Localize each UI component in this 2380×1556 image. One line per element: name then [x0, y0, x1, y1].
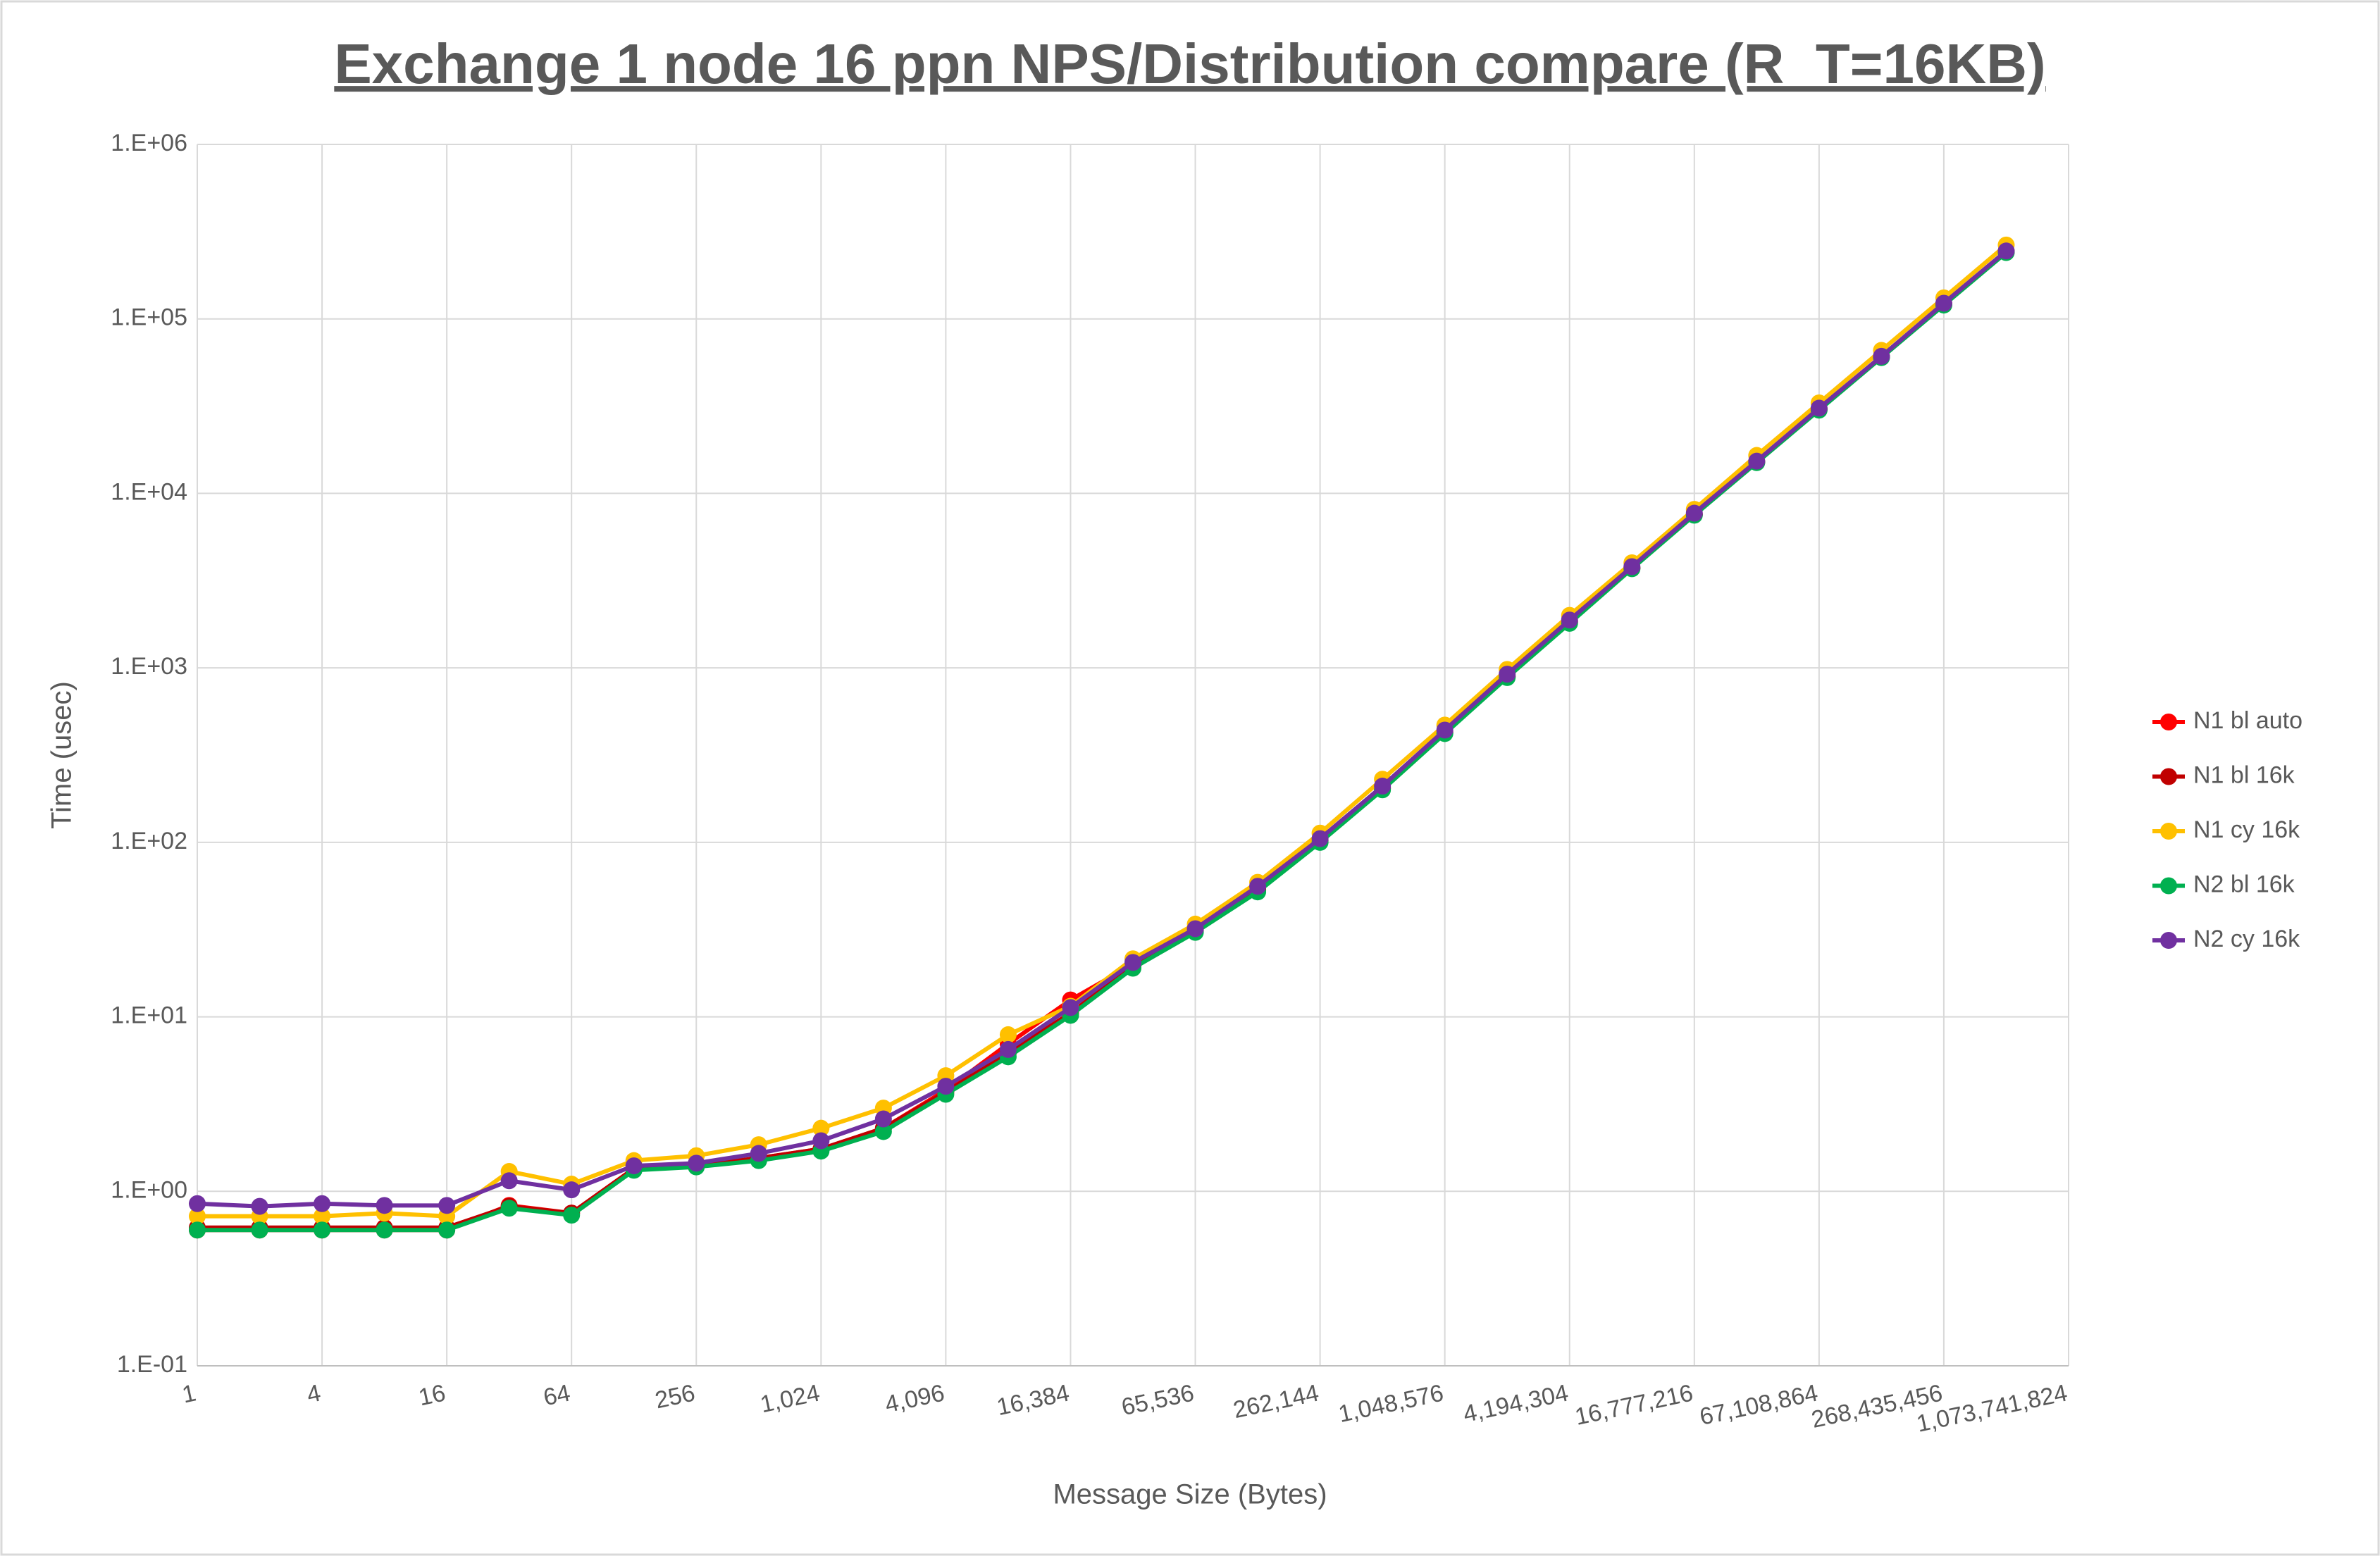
x-axis-title: Message Size (Bytes)	[1053, 1479, 1327, 1510]
data-point	[1810, 399, 1828, 417]
data-point	[500, 1172, 518, 1190]
data-point	[812, 1119, 830, 1137]
y-tick-label: 1.E+01	[111, 1002, 187, 1029]
data-point	[314, 1207, 331, 1225]
data-point	[874, 1123, 892, 1140]
legend-label: N2 bl 16k	[2193, 871, 2295, 897]
data-point	[1623, 558, 1641, 575]
data-point	[1873, 347, 1890, 365]
data-point	[688, 1154, 705, 1172]
data-point	[625, 1157, 643, 1175]
data-point	[251, 1197, 268, 1215]
data-point	[999, 1026, 1017, 1043]
series-line	[197, 249, 2008, 1209]
y-tick-label: 1.E+06	[111, 130, 187, 156]
data-point	[563, 1207, 581, 1224]
data-point	[999, 1040, 1017, 1058]
legend-label: N1 cy 16k	[2193, 816, 2300, 843]
legend-label: N2 cy 16k	[2193, 926, 2300, 952]
data-point	[1249, 878, 1267, 895]
chart-title: Exchange 1 node 16 ppn NPS/Distribution …	[334, 32, 2045, 95]
y-tick-label: 1.E+00	[111, 1176, 187, 1203]
x-tick-label: 16	[416, 1379, 448, 1411]
y-tick-label: 1.E+05	[111, 304, 187, 331]
data-point	[1685, 504, 1703, 522]
legend-marker	[2160, 768, 2177, 785]
data-point	[438, 1197, 456, 1214]
legend-marker	[2160, 877, 2177, 895]
data-point	[189, 1221, 206, 1239]
data-point	[1062, 999, 1079, 1016]
y-tick-label: 1.E+04	[111, 478, 187, 505]
data-point	[750, 1145, 767, 1162]
data-point	[812, 1132, 830, 1150]
data-point	[251, 1221, 268, 1239]
data-point	[1124, 954, 1141, 971]
y-tick-label: 1.E-01	[117, 1351, 187, 1378]
x-tick-label: 64	[541, 1379, 573, 1411]
data-point	[1997, 242, 2015, 260]
data-point	[1499, 666, 1516, 683]
data-point	[314, 1195, 331, 1212]
y-tick-label: 1.E+03	[111, 653, 187, 680]
data-point	[1186, 920, 1204, 938]
data-point	[1374, 778, 1392, 795]
legend-label: N1 bl auto	[2193, 707, 2302, 734]
data-point	[1935, 294, 1952, 312]
data-point	[438, 1221, 456, 1239]
legend-marker	[2160, 823, 2177, 840]
legend-marker	[2160, 932, 2177, 949]
y-axis-title: Time (usec)	[47, 681, 78, 829]
legend-label: N1 bl 16k	[2193, 761, 2295, 788]
data-point	[1561, 611, 1578, 629]
legend-marker	[2160, 714, 2177, 730]
data-point	[500, 1200, 518, 1217]
y-tick-label: 1.E+02	[111, 828, 187, 854]
data-point	[376, 1197, 393, 1214]
data-point	[1311, 830, 1329, 847]
data-point	[1436, 721, 1454, 739]
data-point	[376, 1221, 393, 1239]
data-point	[1748, 452, 1766, 470]
data-point	[874, 1110, 892, 1128]
data-point	[314, 1221, 331, 1239]
data-point	[189, 1195, 206, 1212]
data-point	[937, 1078, 955, 1095]
data-point	[563, 1181, 581, 1199]
data-point	[189, 1207, 206, 1225]
